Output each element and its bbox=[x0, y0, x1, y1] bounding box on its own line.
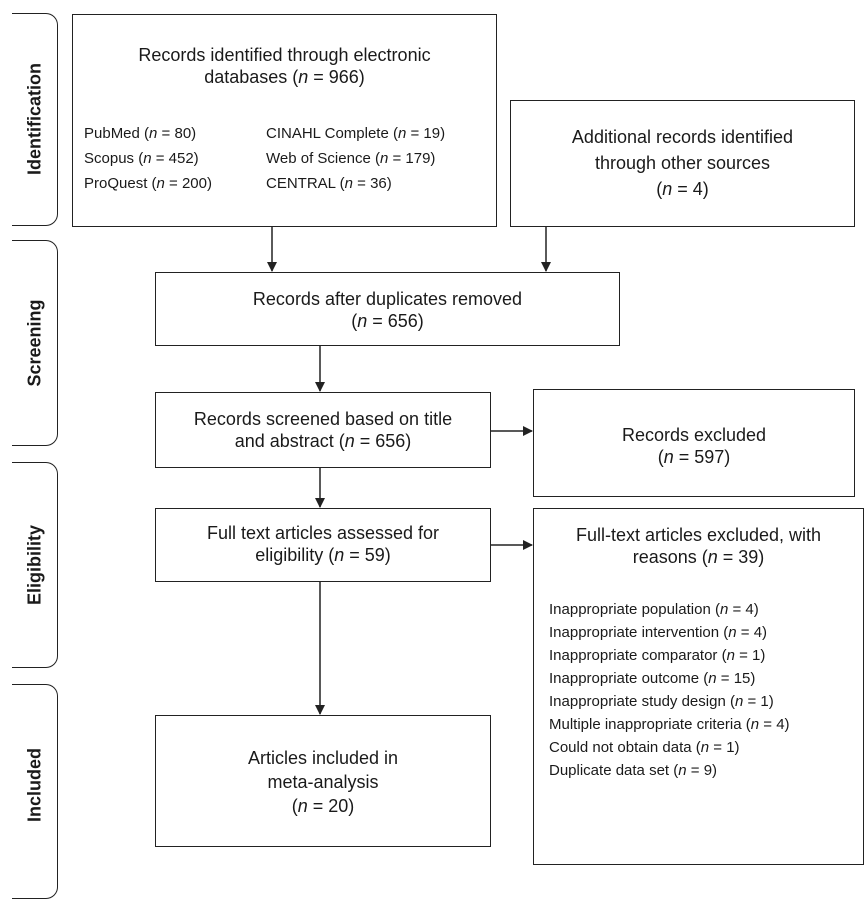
exclusion-reason: Multiple inappropriate criteria (n = 4) bbox=[549, 716, 790, 733]
exclusion-reason: Inappropriate outcome (n = 15) bbox=[549, 670, 756, 687]
phase-screening-bracket bbox=[12, 240, 58, 446]
exclusion-reason: Inappropriate study design (n = 1) bbox=[549, 693, 774, 710]
source-pubmed: PubMed (n = 80) bbox=[84, 125, 197, 142]
phase-identification-bracket bbox=[12, 13, 58, 226]
source-proquest: ProQuest (n = 200) bbox=[84, 175, 212, 192]
source-web-of-science: Web of Science (n = 179) bbox=[266, 150, 436, 167]
exclusion-reason: Inappropriate comparator (n = 1) bbox=[549, 647, 766, 664]
fulltext-assessed-box bbox=[155, 508, 491, 582]
phase-eligibility-bracket bbox=[12, 462, 58, 668]
exclusion-reason: Inappropriate population (n = 4) bbox=[549, 601, 759, 618]
records-screened-box bbox=[155, 392, 491, 468]
included-box bbox=[155, 715, 491, 847]
duplicates-removed-text: Records after duplicates removed (n = 65… bbox=[252, 289, 523, 331]
included-text: Articles included in meta-analysis (n = … bbox=[247, 748, 399, 816]
fulltext-assessed-text: Full text articles assessed for eligibil… bbox=[206, 523, 440, 565]
source-cinahl: CINAHL Complete (n = 19) bbox=[266, 125, 446, 142]
databases-title: Records identified through electronic da… bbox=[138, 45, 431, 87]
exclusion-reasons-list: Inappropriate population (n = 4) Inappro… bbox=[549, 598, 790, 782]
duplicates-removed-box bbox=[155, 272, 620, 346]
records-excluded-box bbox=[533, 389, 855, 497]
additional-records-box bbox=[510, 100, 855, 227]
records-excluded-text: Records excluded (n = 597) bbox=[621, 425, 767, 467]
exclusion-reason: Inappropriate intervention (n = 4) bbox=[549, 624, 768, 641]
records-screened-text: Records screened based on title and abst… bbox=[193, 409, 453, 451]
source-central: CENTRAL (n = 36) bbox=[266, 175, 392, 192]
databases-box bbox=[72, 14, 497, 227]
exclusion-reason: Duplicate data set (n = 9) bbox=[549, 762, 718, 779]
exclusion-reason: Could not obtain data (n = 1) bbox=[549, 739, 740, 756]
fulltext-excluded-box bbox=[533, 508, 864, 865]
fulltext-excluded-title: Full-text articles excluded, with reason… bbox=[575, 525, 822, 567]
source-scopus: Scopus (n = 452) bbox=[84, 150, 199, 167]
additional-records-text: Additional records identified through ot… bbox=[571, 127, 794, 199]
